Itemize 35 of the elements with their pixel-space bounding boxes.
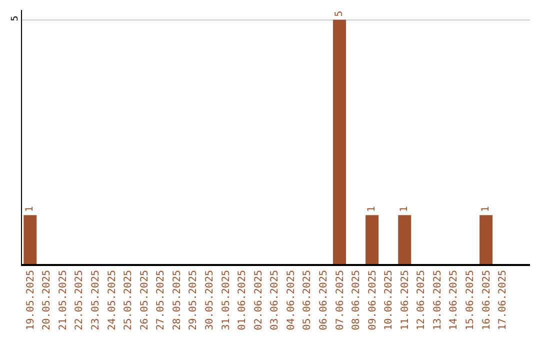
- x-tick-label: 30.05.2025: [204, 270, 216, 330]
- x-tick-label: 17.06.2025: [498, 270, 509, 330]
- x-tick-label: 23.05.2025: [90, 270, 102, 330]
- x-tick-label: 25.05.2025: [123, 270, 134, 330]
- x-tick-label: 21.05.2025: [58, 270, 69, 330]
- x-tick-label: 24.05.2025: [106, 270, 118, 330]
- x-tick-label: 11.06.2025: [400, 270, 411, 330]
- x-tick-label: 19.05.2025: [25, 270, 36, 330]
- x-tick-label: 06.06.2025: [318, 270, 330, 330]
- data-label: 1: [366, 206, 378, 212]
- x-tick-label: 08.06.2025: [351, 270, 362, 330]
- data-label: 1: [480, 206, 492, 212]
- x-tick-label: 02.06.2025: [253, 270, 264, 330]
- x-tick-label: 27.05.2025: [156, 270, 167, 330]
- data-label: 5: [334, 10, 345, 17]
- x-tick-label: 01.06.2025: [237, 270, 248, 330]
- x-tick-label: 20.05.2025: [42, 270, 53, 330]
- x-tick-label: 12.06.2025: [416, 270, 428, 330]
- x-tick-label: 16.06.2025: [481, 270, 492, 330]
- x-tick-label: 26.05.2025: [139, 270, 150, 330]
- x-tick-label: 29.05.2025: [188, 270, 200, 330]
- x-tick-label: 10.06.2025: [384, 270, 395, 330]
- x-tick-label: 07.06.2025: [334, 270, 346, 330]
- x-tick-label: 14.06.2025: [448, 270, 460, 330]
- x-tick-label: 04.06.2025: [286, 270, 297, 330]
- data-label: 1: [24, 206, 36, 212]
- x-tick-label: 22.05.2025: [74, 270, 86, 330]
- data-label: 1: [399, 206, 410, 212]
- x-tick-label: 09.06.2025: [367, 270, 378, 330]
- x-tick-label: 28.05.2025: [172, 270, 183, 330]
- x-tick-label: 13.06.2025: [432, 270, 444, 330]
- x-tick-label: 05.06.2025: [302, 270, 314, 330]
- x-tick-label: 31.05.2025: [220, 270, 232, 330]
- x-tick-label: 03.06.2025: [270, 270, 281, 330]
- x-tick-label: 15.06.2025: [465, 270, 476, 330]
